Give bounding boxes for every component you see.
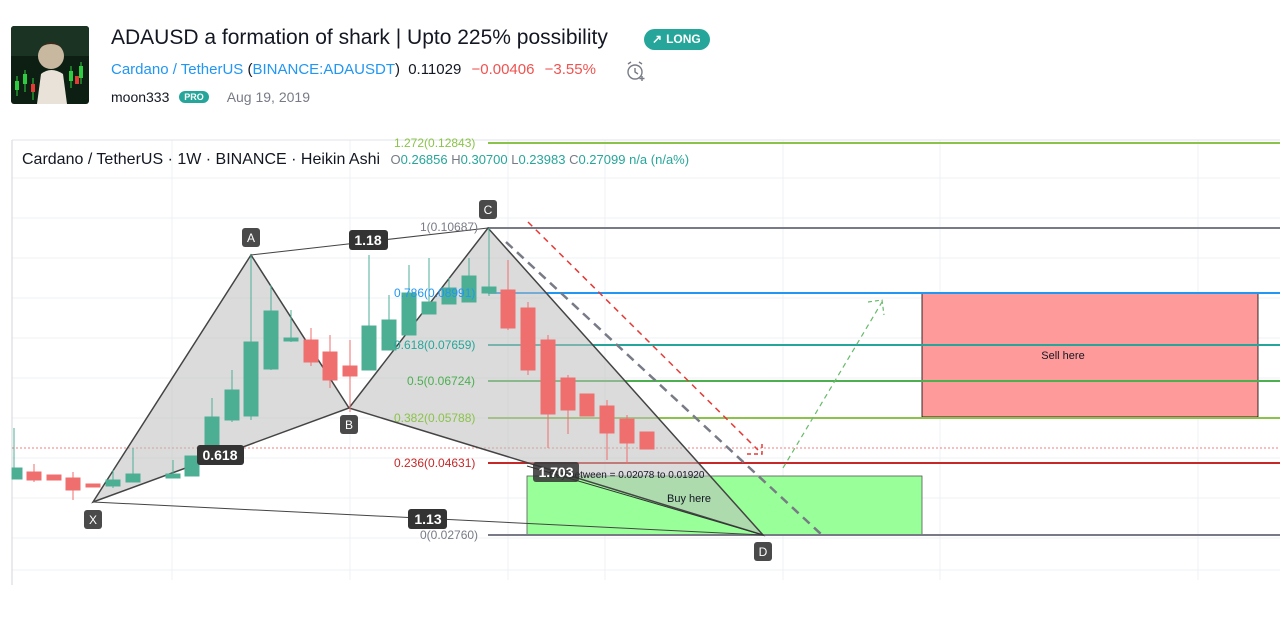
ratio-label-0618: 0.618 <box>202 447 237 463</box>
chart-area[interactable]: 1.272(0.12843) 1(0.10687) 0.786(0.08991)… <box>0 130 1280 585</box>
author-line: moon333 PRO Aug 19, 2019 <box>111 89 310 105</box>
idea-title: ADAUSD a formation of shark | Upto 225% … <box>111 26 608 49</box>
projection-red-dashed <box>527 221 759 451</box>
sell-zone <box>921 292 1259 418</box>
harmonic-shark-pattern <box>91 226 766 537</box>
point-d-label: D <box>759 545 768 559</box>
add-alert-icon[interactable] <box>625 60 647 87</box>
ratio-box-118 <box>349 230 388 250</box>
ratio-label-113: 1.13 <box>414 511 441 527</box>
author-name[interactable]: moon333 <box>111 89 170 105</box>
point-c-box <box>479 200 497 219</box>
point-a-box <box>242 228 260 247</box>
projection-grey-dashed <box>505 241 823 536</box>
symbol-line: Cardano / TetherUS (BINANCE:ADAUSDT) 0.1… <box>111 61 596 78</box>
point-b-label: B <box>345 418 353 432</box>
chart-legend-name: Cardano / TetherUS · 1W · BINANCE · Heik… <box>22 151 381 168</box>
ratio-label-1703: 1.703 <box>538 464 573 480</box>
direction-label: LONG <box>666 32 701 46</box>
fib-label-1: 1(0.10687) <box>420 220 478 234</box>
projection-green-arrowhead <box>867 299 885 316</box>
price-change-pct: −3.55% <box>544 61 596 78</box>
idea-thumbnail[interactable] <box>11 26 89 104</box>
buy-zone-label: Buy here <box>667 493 711 505</box>
fib-retracement <box>488 142 1280 536</box>
ratio-label-118: 1.18 <box>354 232 381 248</box>
point-x-box <box>84 510 102 529</box>
symbol-link[interactable]: Cardano / TetherUS <box>111 61 244 78</box>
candles <box>11 228 655 500</box>
long-badge: ↗ LONG <box>644 29 710 50</box>
fib-label-0786: 0.786(0.08991) <box>394 286 475 300</box>
sell-zone-label: Sell here <box>1041 350 1084 362</box>
ohlc-change: n/a (n/a%) <box>629 152 690 167</box>
chart-legend: Cardano / TetherUS · 1W · BINANCE · Heik… <box>22 151 689 169</box>
ratio-box-113 <box>408 509 447 529</box>
pro-badge: PRO <box>179 91 209 103</box>
ohlc-readout: O0.26856 H0.30700 L0.23983 C0.27099 n/a … <box>390 152 690 167</box>
projection-green-dashed <box>782 301 883 469</box>
arrow-up-right-icon: ↗ <box>652 32 663 46</box>
exchange-symbol[interactable]: BINANCE:ADAUSDT <box>252 61 396 78</box>
fib-label-0382: 0.382(0.05788) <box>394 411 475 425</box>
exchange-symbol-wrap[interactable]: (BINANCE:ADAUSDT) <box>247 61 401 78</box>
fib-label-0618: 0.618(0.07659) <box>394 338 475 352</box>
projection-red-arrowhead <box>747 442 763 455</box>
buy-between-label: Buy between = 0.02078 to 0.01920 <box>549 470 705 481</box>
ohlc-high: 0.30700 <box>460 152 508 167</box>
point-b-box <box>340 415 358 434</box>
point-x-label: X <box>89 513 97 527</box>
ratio-box-0618 <box>197 445 244 465</box>
point-a-label: A <box>247 231 255 245</box>
ohlc-close: 0.27099 <box>578 152 626 167</box>
ratio-box-1703 <box>533 462 579 482</box>
publish-date: Aug 19, 2019 <box>226 89 310 105</box>
ohlc-low: 0.23983 <box>518 152 566 167</box>
price-change: −0.00406 <box>471 61 535 78</box>
fib-label-05: 0.5(0.06724) <box>407 374 475 388</box>
fib-label-0236: 0.236(0.04631) <box>394 456 475 470</box>
last-price: 0.11029 <box>408 61 462 78</box>
point-c-label: C <box>484 203 493 217</box>
point-d-box <box>754 542 772 561</box>
fib-label-0: 0(0.02760) <box>420 528 478 542</box>
ohlc-open: 0.26856 <box>400 152 448 167</box>
fib-label-1272: 1.272(0.12843) <box>394 136 475 150</box>
